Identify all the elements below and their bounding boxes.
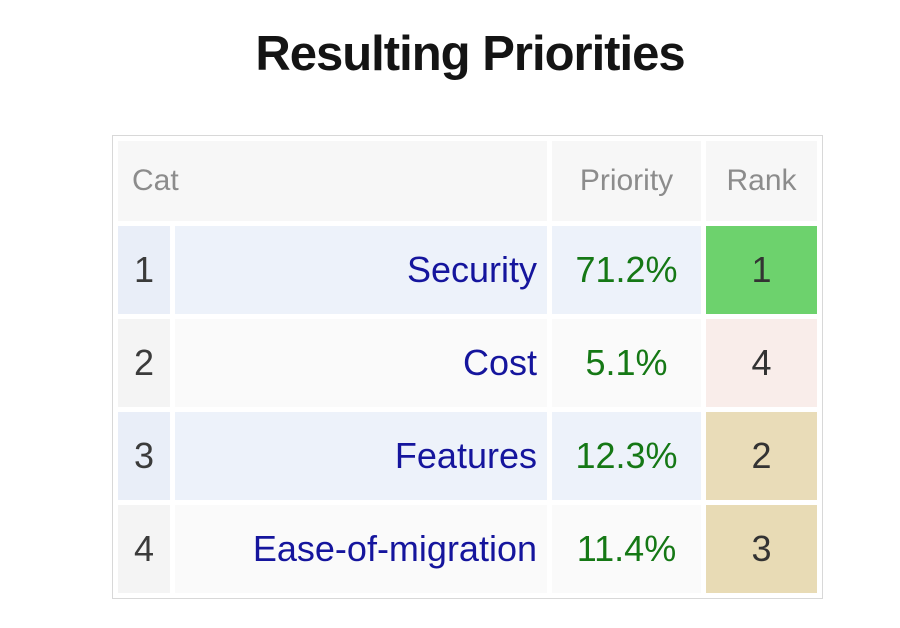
table-row: 1 Security 71.2% 1 bbox=[118, 226, 817, 314]
priorities-table: Cat Priority Rank 1 Security 71.2% 1 2 C… bbox=[112, 135, 823, 599]
criterion-name-cell: Cost bbox=[175, 319, 547, 407]
header-priority: Priority bbox=[552, 141, 701, 221]
header-row: Cat Priority Rank bbox=[118, 141, 817, 221]
rank-cell: 1 bbox=[706, 226, 817, 314]
rank-cell: 3 bbox=[706, 505, 817, 593]
criterion-name-cell: Ease-of-migration bbox=[175, 505, 547, 593]
priority-value-cell: 12.3% bbox=[552, 412, 701, 500]
results-panel: Resulting Priorities Cat Priority Rank 1… bbox=[112, 0, 828, 599]
row-index-cell: 3 bbox=[118, 412, 170, 500]
rank-cell: 4 bbox=[706, 319, 817, 407]
priority-value-cell: 5.1% bbox=[552, 319, 701, 407]
criterion-name-cell: Features bbox=[175, 412, 547, 500]
page-title: Resulting Priorities bbox=[255, 27, 685, 81]
rank-cell: 2 bbox=[706, 412, 817, 500]
table-row: 4 Ease-of-migration 11.4% 3 bbox=[118, 505, 817, 593]
priority-value-cell: 11.4% bbox=[552, 505, 701, 593]
priority-value-cell: 71.2% bbox=[552, 226, 701, 314]
criterion-name-cell: Security bbox=[175, 226, 547, 314]
row-index-cell: 1 bbox=[118, 226, 170, 314]
table-row: 3 Features 12.3% 2 bbox=[118, 412, 817, 500]
header-cat: Cat bbox=[118, 141, 547, 221]
row-index-cell: 4 bbox=[118, 505, 170, 593]
row-index-cell: 2 bbox=[118, 319, 170, 407]
header-rank: Rank bbox=[706, 141, 817, 221]
table-row: 2 Cost 5.1% 4 bbox=[118, 319, 817, 407]
